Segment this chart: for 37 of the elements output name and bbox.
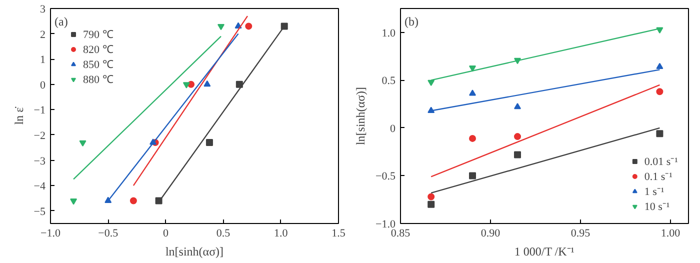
- y-tick-label: 3: [40, 4, 46, 16]
- y-tick-label: −1.0: [376, 218, 396, 230]
- annotation: (b): [404, 14, 418, 28]
- y-tick-label: 0.5: [382, 75, 396, 88]
- x-tick-label: 0.85: [390, 228, 411, 240]
- y-axis-title: ln[sinh(ασ)]: [354, 86, 368, 146]
- legend-label: 850 ℃: [83, 58, 114, 71]
- legend-label: 1 s⁻¹: [644, 185, 664, 198]
- y-tick-label: 1.0: [382, 27, 396, 40]
- y-tick-label: −4: [34, 180, 46, 193]
- y-tick-label: 0: [40, 79, 46, 92]
- y-tick-label: −2: [34, 130, 46, 142]
- x-tick-label: 0.5: [216, 228, 231, 240]
- y-tick-label: 1: [40, 54, 46, 66]
- x-tick-label: 0: [162, 228, 169, 240]
- y-tick-label: −0.5: [376, 170, 396, 183]
- x-axis-title: 1 000/T /K⁻¹: [514, 244, 575, 258]
- annotation: (a): [54, 14, 68, 28]
- legend-label: 820 ℃: [83, 43, 114, 56]
- x-axis-title: ln[sinh(ασ)]: [165, 244, 224, 258]
- y-tick-label: 0: [390, 122, 396, 135]
- x-tick-label: 0.90: [480, 228, 501, 240]
- legend-label: 0.01 s⁻¹: [644, 155, 678, 168]
- legend-label: 0.1 s⁻¹: [644, 170, 672, 183]
- x-tick-label: 0.95: [570, 228, 591, 240]
- y-tick-label: −3: [34, 155, 46, 168]
- x-tick-label: 1.0: [274, 228, 288, 240]
- y-tick-label: −1: [34, 104, 46, 117]
- legend-label: 880 ℃: [83, 73, 114, 86]
- y-tick-label: −5: [34, 206, 46, 218]
- x-tick-label: 1.5: [332, 228, 346, 240]
- x-tick-label: −0.5: [98, 228, 119, 240]
- legend-label: 790 ℃: [83, 28, 114, 41]
- y-tick-label: 2: [40, 28, 46, 41]
- y-axis-title: ln ε̇: [12, 106, 26, 125]
- x-tick-label: 1.00: [660, 228, 681, 240]
- legend-label: 10 s⁻¹: [644, 200, 670, 213]
